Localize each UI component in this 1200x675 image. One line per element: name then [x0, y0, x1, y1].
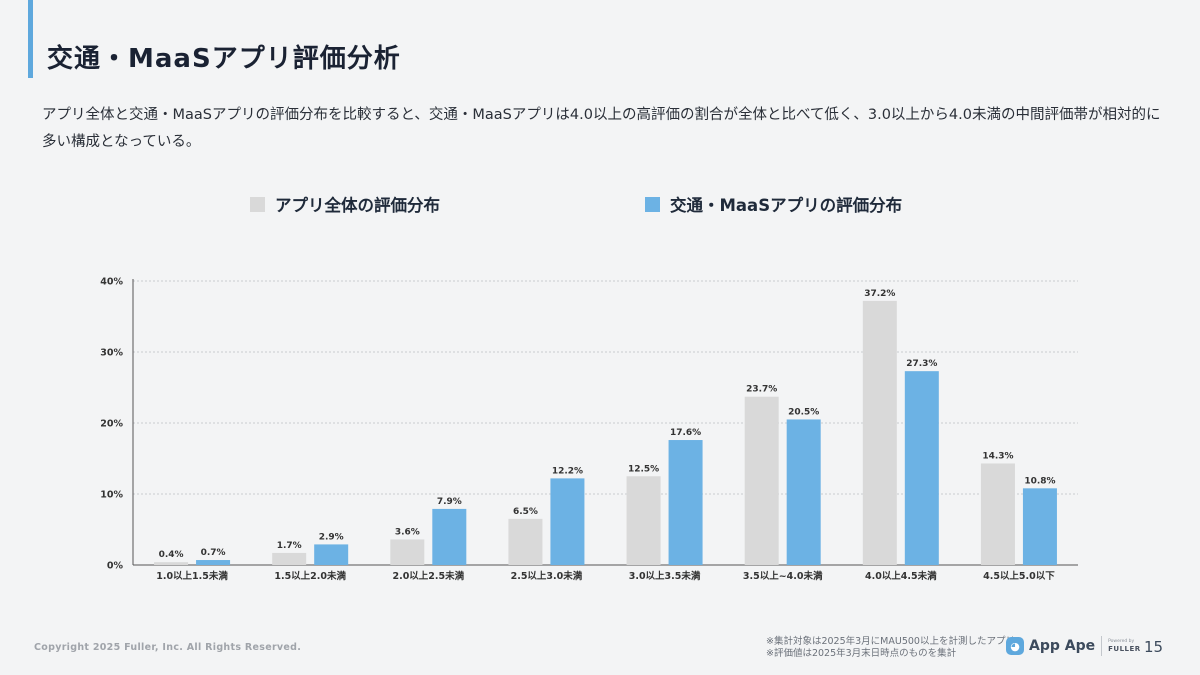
y-tick-label: 10% — [100, 490, 123, 501]
x-tick-label: 2.0以上2.5未満 — [392, 570, 464, 582]
bar-all — [626, 476, 661, 565]
bar-all — [980, 463, 1015, 565]
data-label-maas: 12.2% — [552, 466, 583, 476]
footnote-2: ※評価値は2025年3月末日時点のものを集計 — [766, 648, 957, 659]
bar-all — [862, 300, 897, 565]
x-tick-label: 2.5以上3.0未満 — [511, 570, 583, 582]
data-label-maas: 27.3% — [906, 359, 937, 369]
bar-maas — [432, 508, 467, 565]
y-tick-label: 30% — [100, 348, 123, 359]
data-label-maas: 0.7% — [201, 548, 226, 558]
page-number: 15 — [1144, 638, 1164, 656]
legend-item-all: アプリ全体の評価分布 — [250, 192, 440, 216]
footnote-1: ※集計対象は2025年3月にMAU500以上を計測したアプリ — [766, 636, 1015, 647]
x-tick-label: 4.5以上5.0以下 — [983, 570, 1055, 582]
data-label-maas: 7.9% — [437, 497, 462, 507]
bar-maas — [314, 544, 349, 565]
data-label-all: 0.4% — [159, 550, 184, 560]
footnotes: ※集計対象は2025年3月にMAU500以上を計測したアプリ ※評価値は2025… — [766, 636, 1015, 660]
data-label-all: 6.5% — [513, 507, 538, 517]
bar-chart-svg: 0% 10% 20% 30% 40% 0.4% 0.7% 1.0以上1.5未満 1.7% 2.9%… — [100, 277, 1078, 582]
legend-swatch-maas — [645, 196, 660, 212]
chart-legend: アプリ全体の評価分布 交通・MaaSアプリの評価分布 — [0, 192, 1200, 222]
x-tick-label: 1.0以上1.5未満 — [156, 570, 228, 582]
data-label-maas: 17.6% — [670, 428, 701, 438]
data-label-all: 14.3% — [982, 451, 1013, 461]
slide-description: アプリ全体と交通・MaaSアプリの評価分布を比較すると、交通・MaaSアプリは4… — [42, 107, 1161, 150]
data-label-maas: 20.5% — [788, 407, 819, 417]
legend-item-maas: 交通・MaaSアプリの評価分布 — [645, 192, 902, 216]
legend-label-all: アプリ全体の評価分布 — [275, 196, 440, 215]
bar-all — [390, 539, 425, 565]
bar-maas — [904, 371, 939, 565]
bar-maas — [196, 560, 231, 565]
bar-chart: 0% 10% 20% 30% 40% 0.4% 0.7% 1.0以上1.5未満 1.7% 2.9%… — [0, 260, 1200, 590]
brand-logo: ◕ App Ape Powered by FULLER — [1006, 636, 1141, 656]
bar-all — [272, 552, 307, 565]
data-label-maas: 10.8% — [1024, 476, 1055, 486]
legend-label-maas: 交通・MaaSアプリの評価分布 — [670, 196, 903, 215]
data-label-all: 12.5% — [628, 464, 659, 474]
x-tick-label: 3.0以上3.5未満 — [629, 570, 701, 582]
y-tick-label: 40% — [100, 277, 123, 288]
data-label-all: 37.2% — [864, 289, 895, 299]
copyright: Copyright 2025 Fuller, Inc. All Rights R… — [34, 642, 302, 653]
y-tick-label: 20% — [100, 419, 123, 430]
bar-maas — [786, 419, 821, 565]
fuller-logo: Powered by FULLER — [1108, 639, 1141, 653]
bar-all — [154, 562, 189, 565]
powered-by: Powered by — [1108, 639, 1135, 644]
legend-swatch-all — [250, 196, 265, 212]
fuller-name: FULLER — [1108, 645, 1141, 653]
bar-all — [744, 396, 779, 565]
bar-maas — [550, 478, 585, 565]
bar-all — [508, 518, 543, 565]
x-tick-label: 1.5以上2.0未満 — [274, 570, 346, 582]
data-label-all: 23.7% — [746, 385, 777, 395]
x-tick-label: 4.0以上4.5未満 — [865, 570, 937, 582]
bar-maas — [668, 440, 703, 565]
bar-maas — [1022, 488, 1057, 565]
x-tick-label: 3.5以上~4.0未満 — [743, 570, 823, 582]
data-label-all: 3.6% — [395, 527, 420, 537]
y-tick-label: 0% — [107, 561, 124, 572]
page-title: 交通・MaaSアプリ評価分析 — [47, 44, 401, 74]
app-ape-icon: ◕ — [1006, 637, 1024, 655]
data-label-all: 1.7% — [277, 541, 302, 551]
title-accent-bar — [28, 0, 33, 78]
brand-name: App Ape — [1029, 638, 1096, 654]
brand-divider — [1101, 636, 1103, 656]
data-label-maas: 2.9% — [319, 532, 344, 542]
